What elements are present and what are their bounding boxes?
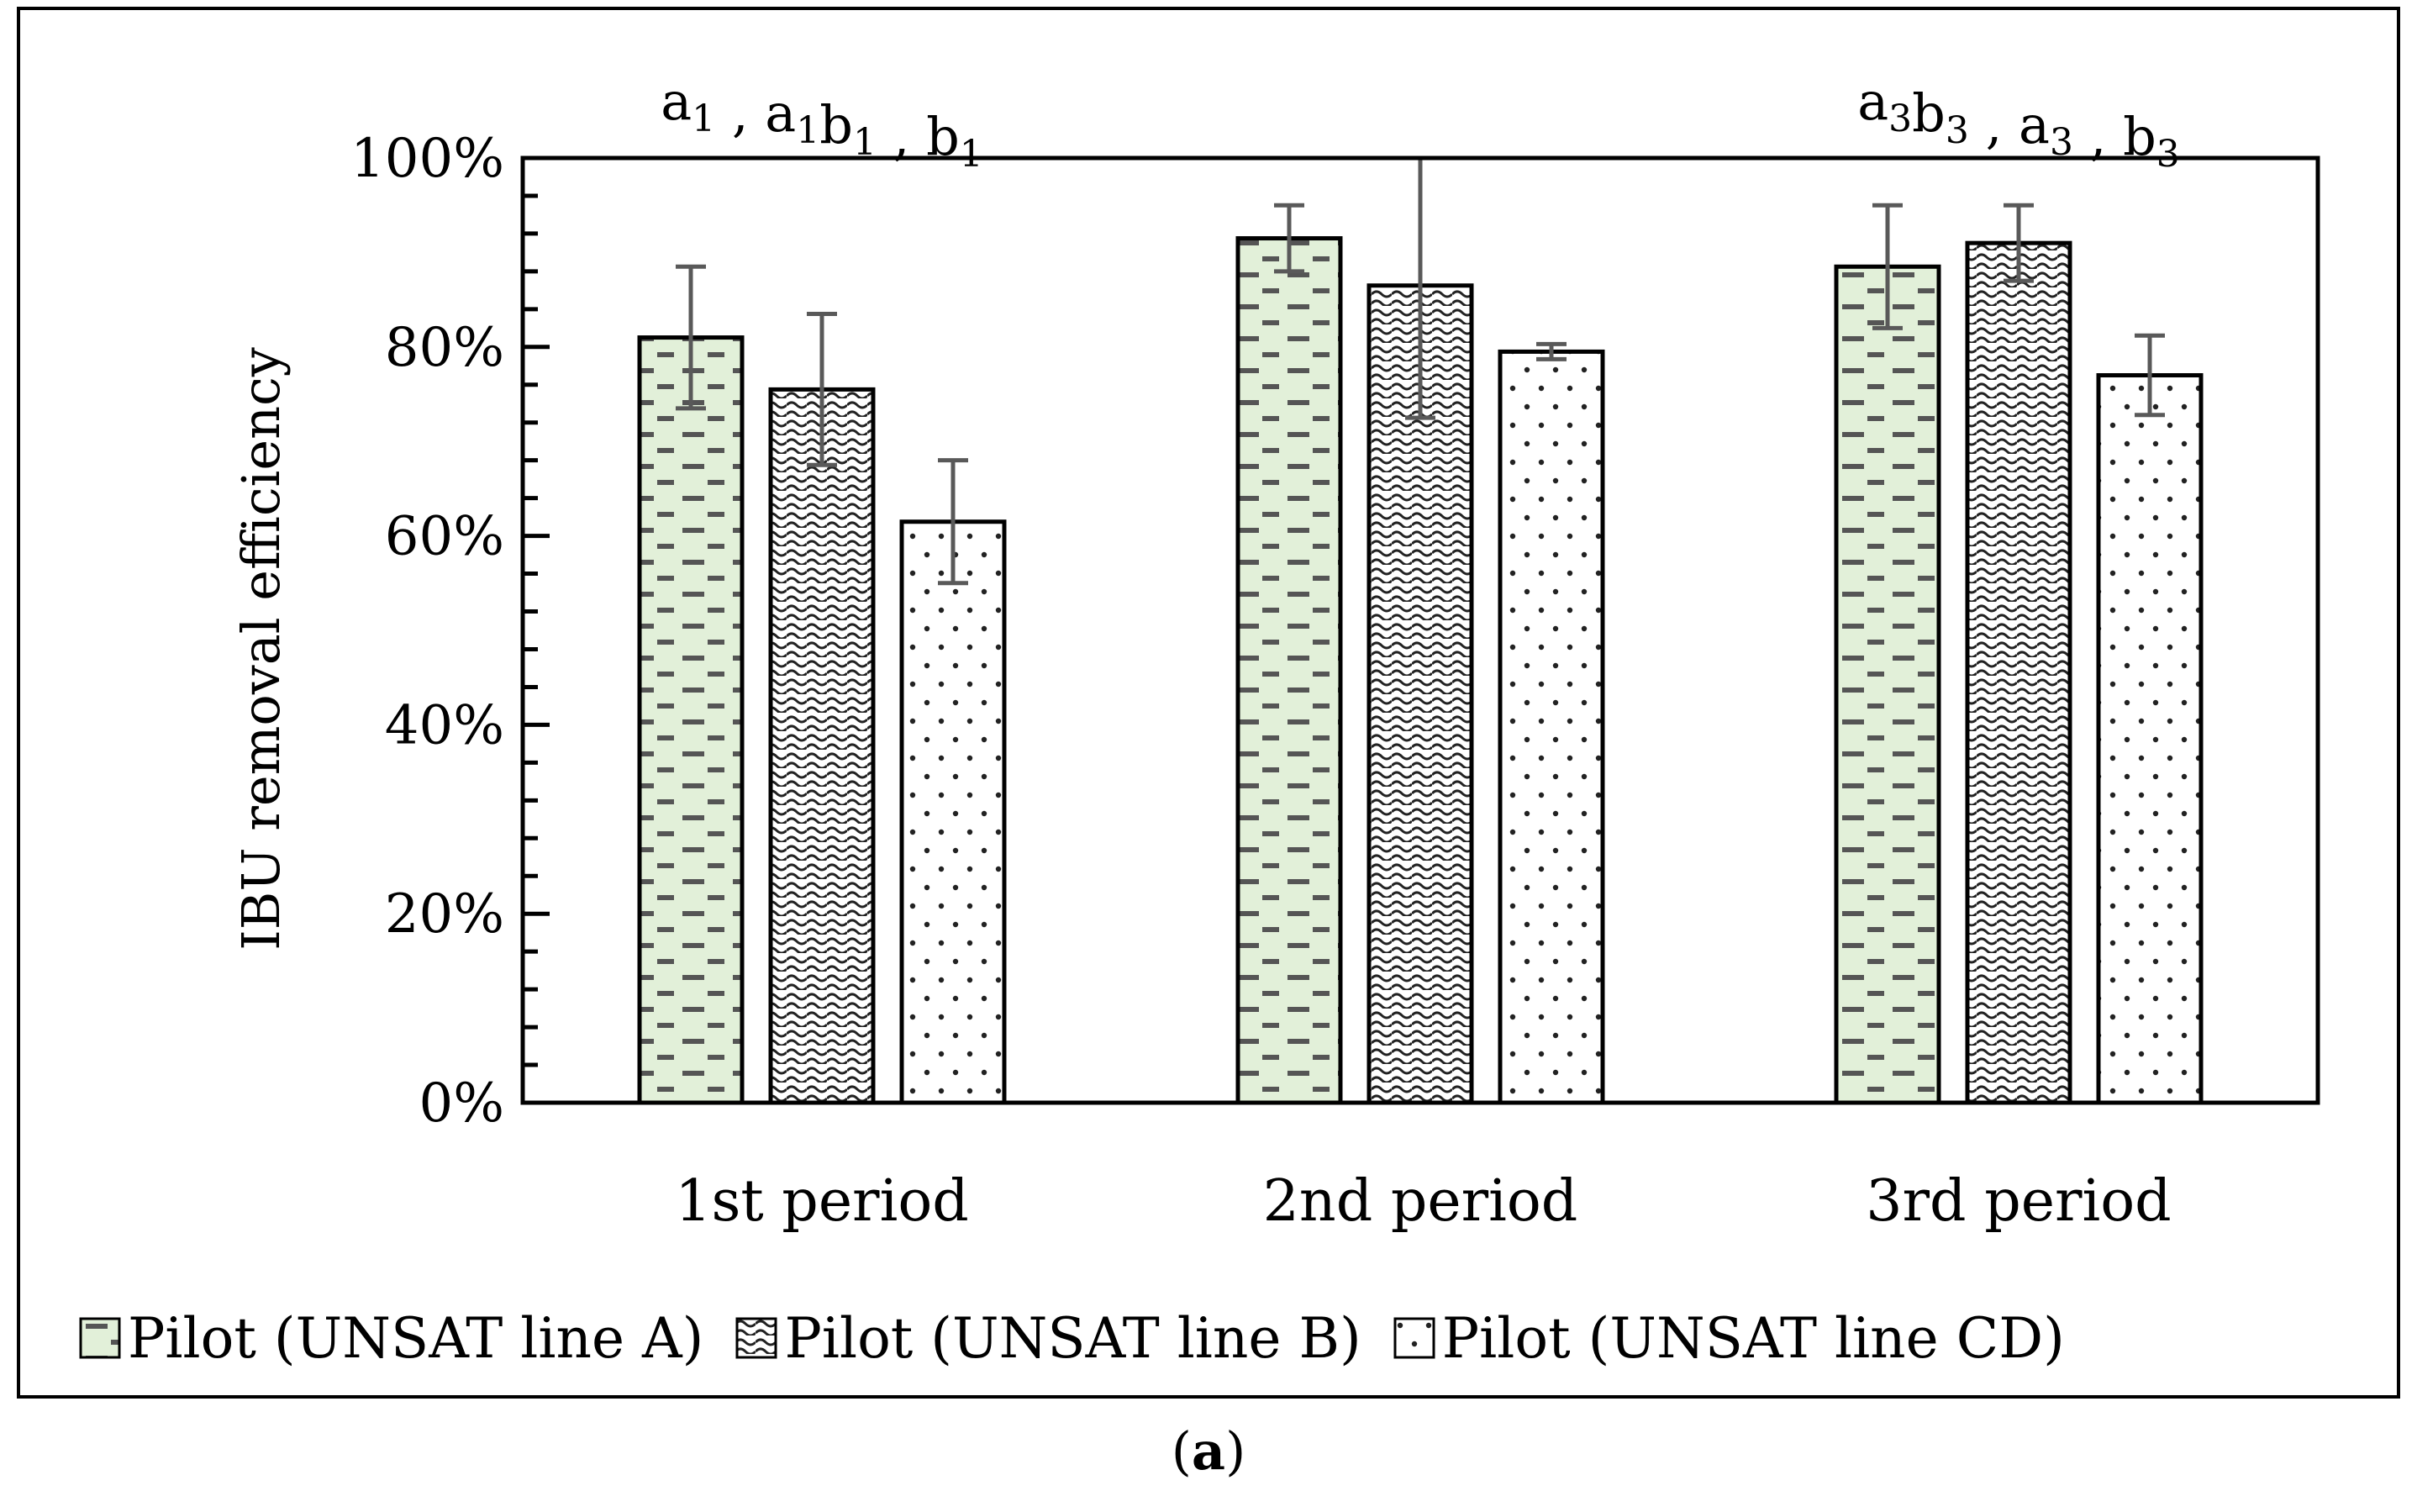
labels-layer: 0% 20% 40% 60% 80% 100% 1st period 2nd period 3r…	[350, 71, 2180, 1235]
bar-dots-1	[899, 519, 1007, 1105]
y-tick-label: 20%	[385, 883, 504, 946]
significance-annotation: a3b3 , a3 , b3	[1857, 71, 2180, 176]
caption-label: a	[1191, 1420, 1226, 1482]
bar-dots-2	[1498, 349, 1605, 1105]
legend-swatch-wave-icon	[735, 1317, 777, 1359]
legend-item-line-b: Pilot (UNSAT line B)	[735, 1306, 1361, 1371]
bar-dash-3	[1834, 264, 1941, 1105]
bar-dash-2	[1235, 236, 1343, 1105]
significance-annotation: a1 , a1b1 , b1	[661, 71, 983, 176]
y-axis-label: IBU removal efficiency	[230, 347, 292, 950]
axes-layer	[520, 155, 2320, 1105]
y-tick-label: 100%	[350, 128, 504, 190]
legend-swatch-dots-icon	[1393, 1317, 1435, 1359]
bar-dots-3	[2096, 373, 2204, 1105]
legend-swatch-dash-icon	[79, 1317, 121, 1359]
legend-label-line-a: Pilot (UNSAT line A)	[128, 1305, 704, 1371]
legend-label-line-cd: Pilot (UNSAT line CD)	[1441, 1305, 2065, 1371]
bar-dash-1	[637, 335, 745, 1105]
legend-item-line-a: Pilot (UNSAT line A)	[79, 1306, 703, 1371]
error-bars-layer	[676, 158, 2165, 586]
x-category-label: 3rd period	[1866, 1168, 2171, 1235]
x-category-label: 2nd period	[1263, 1168, 1578, 1235]
chart-frame: 0% 20% 40% 60% 80% 100% 1st period 2nd period 3r…	[17, 7, 2400, 1399]
legend-label-line-b: Pilot (UNSAT line B)	[784, 1305, 1361, 1371]
y-tick-label: 80%	[385, 317, 504, 379]
bar-wave-1	[768, 387, 876, 1105]
figure-caption: (a)	[1171, 1420, 1246, 1482]
y-tick-label: 40%	[385, 694, 504, 756]
plot-area-border	[520, 155, 2320, 1105]
x-category-label: 1st period	[675, 1168, 969, 1235]
y-tick-label: 0%	[419, 1072, 504, 1135]
y-tick-label: 60%	[385, 506, 504, 568]
legend: Pilot (UNSAT line A) Pilot (UNSAT line B…	[79, 1296, 2399, 1380]
bar-chart: 0% 20% 40% 60% 80% 100% 1st period 2nd period 3r…	[230, 71, 2320, 1235]
bar-wave-3	[1965, 240, 2072, 1105]
legend-item-line-cd: Pilot (UNSAT line CD)	[1393, 1306, 2065, 1371]
